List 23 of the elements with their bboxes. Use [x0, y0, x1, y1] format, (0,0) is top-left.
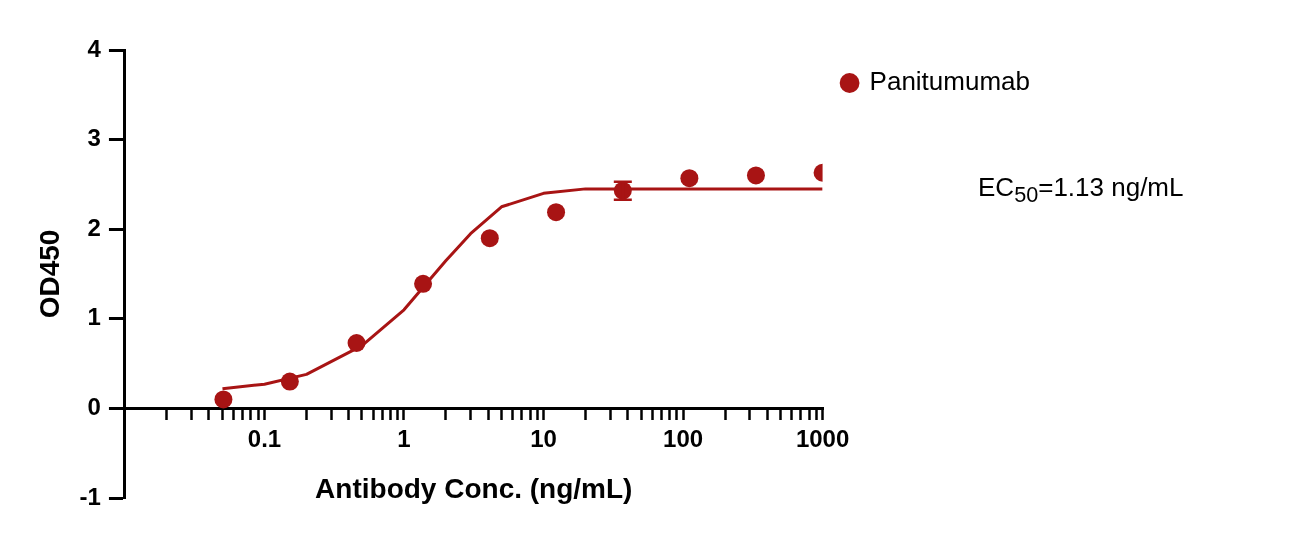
point: [547, 203, 566, 222]
x-tick-label: 10: [530, 425, 557, 453]
x-tick-label: 100: [663, 425, 704, 453]
point: [414, 274, 433, 293]
y-tick-label: 1: [87, 303, 101, 331]
point: [680, 169, 699, 188]
y-tick-label: 2: [87, 213, 101, 241]
text: EC$_{50}$=1.13 ng/mL: [978, 172, 1184, 209]
y-tick-label: 0: [87, 393, 101, 421]
point: [347, 333, 366, 352]
y-tick-label: -1: [79, 482, 101, 510]
y-tick-label: 3: [87, 124, 101, 152]
point: [480, 229, 499, 248]
x-tick-label: 0.1: [247, 425, 282, 453]
y-axis-title: OD450: [33, 229, 65, 319]
y-tick-label: 4: [87, 34, 102, 62]
point: [214, 390, 233, 409]
x-axis-title: Antibody Conc. (ng/mL): [315, 472, 633, 504]
x-tick-label: 1: [397, 425, 411, 453]
point: [280, 372, 299, 391]
x-tick-label: 1000: [795, 425, 850, 453]
legend-label: Panitumumab: [869, 66, 1030, 97]
point: [746, 166, 765, 185]
